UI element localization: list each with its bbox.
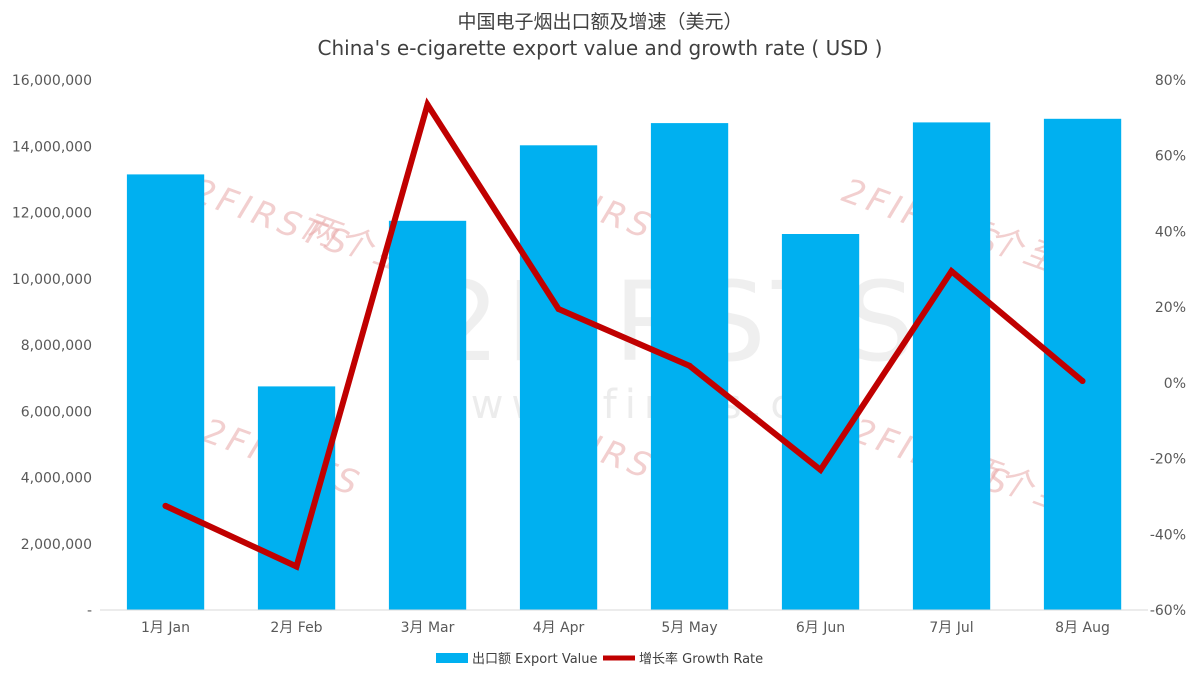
left-tick-label: 8,000,000	[21, 338, 92, 354]
right-tick-label: 40%	[1155, 224, 1186, 240]
growth-rate-point-2	[424, 101, 431, 108]
right-tick-label: 0%	[1164, 376, 1186, 392]
chart-title: 中国电子烟出口额及增速（美元）	[457, 11, 742, 33]
watermark-url: www.2firsts.cn	[430, 382, 834, 428]
legend-swatch-export	[436, 653, 468, 663]
growth-rate-point-3	[555, 306, 562, 312]
bar-3	[519, 145, 598, 611]
bar-6	[912, 122, 991, 611]
bar-0	[126, 174, 205, 610]
growth-rate-point-5	[817, 466, 824, 473]
growth-rate-point-1	[293, 563, 300, 570]
right-tick-label: 80%	[1155, 73, 1186, 89]
legend-label-growth: 增长率 Growth Rate	[639, 651, 763, 667]
axes: - 2,000,000 4,000,000 6,000,000 8,000,000 10,…	[12, 73, 1186, 636]
legend-label-export: 出口额 Export Value	[472, 652, 598, 667]
x-tick-label: 7月 Jul	[929, 620, 973, 636]
left-tick-label: -	[87, 603, 92, 619]
growth-rate-point-0	[162, 502, 169, 509]
growth-rate-point-4	[686, 362, 693, 369]
growth-rate-line	[162, 97, 1086, 571]
growth-rate-point-7	[1079, 378, 1086, 384]
bar-series	[126, 118, 1122, 611]
legend: 出口额 Export Value 增长率 Growth Rate	[436, 651, 763, 667]
x-tick-label: 8月 Aug	[1055, 620, 1110, 636]
left-tick-label: 6,000,000	[21, 404, 92, 420]
bar-1	[257, 386, 336, 610]
left-tick-label: 12,000,000	[12, 206, 92, 222]
x-tick-label: 5月 May	[661, 620, 717, 636]
right-tick-label: -60%	[1150, 603, 1186, 619]
bar-2	[388, 220, 467, 611]
x-tick-label: 3月 Mar	[401, 620, 455, 636]
x-tick-label: 6月 Jun	[796, 620, 845, 636]
chart-subtitle: China's e-cigarette export value and gro…	[318, 36, 883, 60]
bar-7	[1043, 118, 1122, 611]
left-tick-label: 14,000,000	[12, 139, 92, 155]
x-tick-label: 2月 Feb	[270, 620, 322, 636]
left-tick-label: 10,000,000	[12, 272, 92, 288]
right-tick-label: 60%	[1155, 149, 1186, 165]
x-tick-label: 1月 Jan	[141, 620, 190, 636]
left-tick-label: 4,000,000	[21, 471, 92, 487]
left-tick-label: 16,000,000	[12, 73, 92, 89]
x-tick-label: 4月 Apr	[533, 620, 585, 636]
right-tick-label: 20%	[1155, 300, 1186, 316]
left-tick-label: 2,000,000	[21, 537, 92, 553]
right-tick-label: -20%	[1150, 452, 1186, 468]
growth-rate-point-6	[948, 268, 955, 275]
bar-5	[781, 234, 860, 610]
right-tick-label: -40%	[1150, 527, 1186, 543]
line-series	[162, 97, 1086, 571]
